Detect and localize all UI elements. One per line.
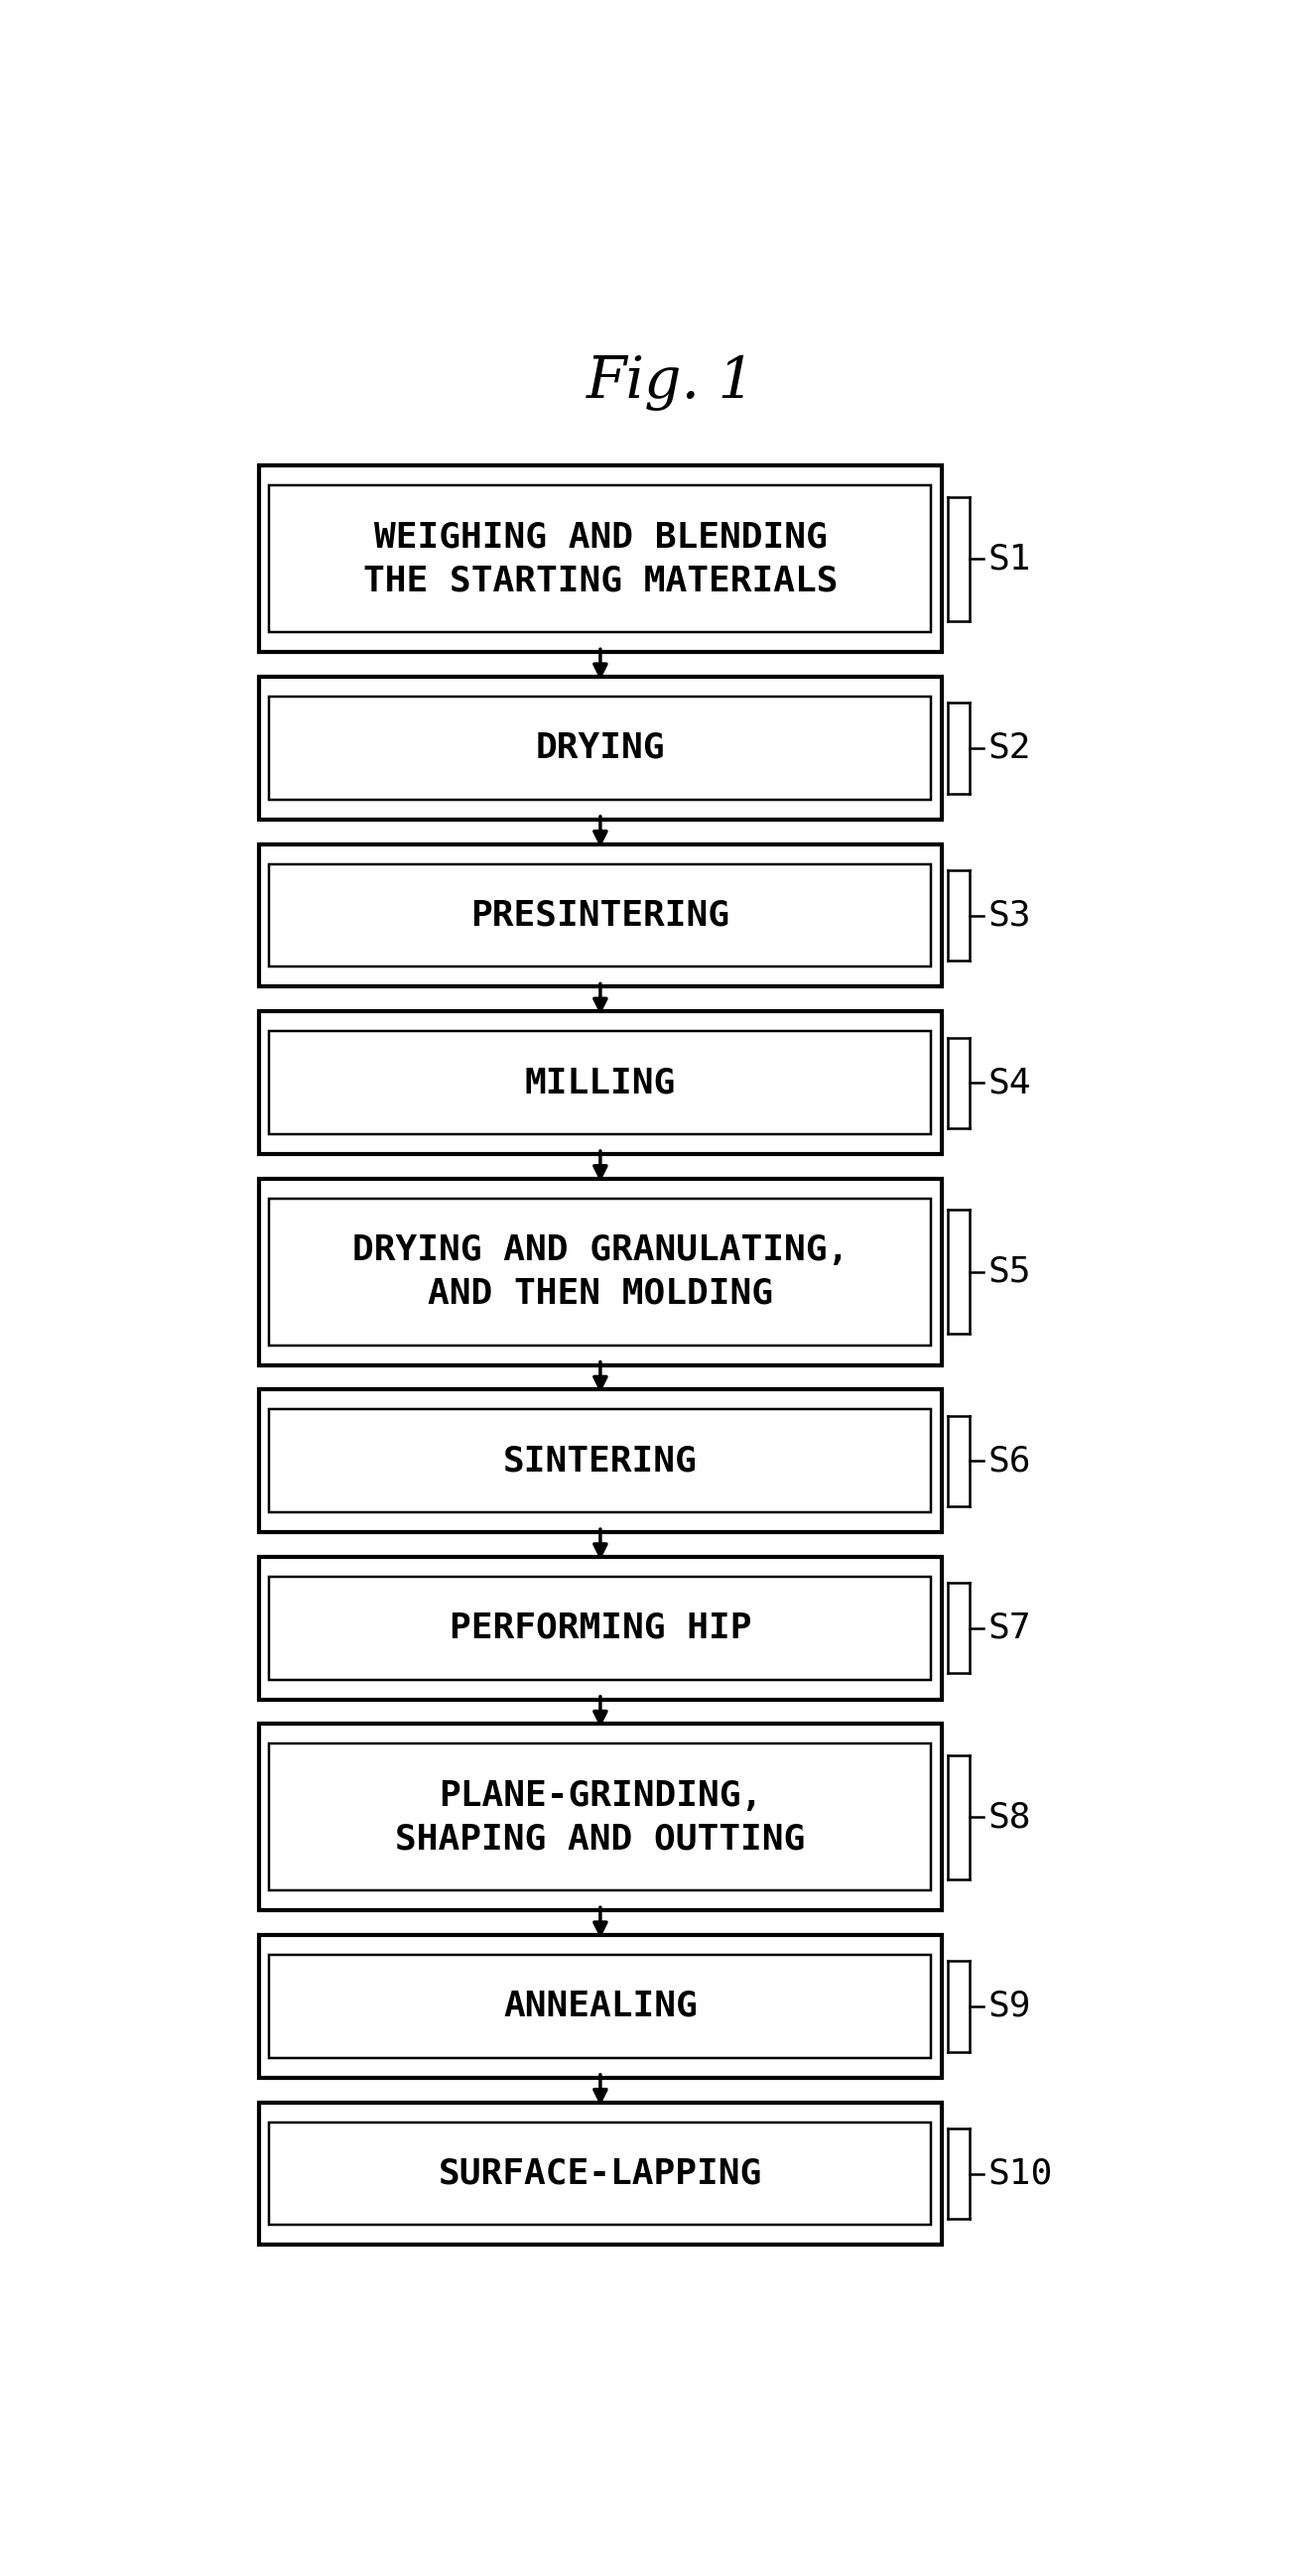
Bar <box>259 1935 942 2079</box>
Text: S2: S2 <box>988 732 1031 765</box>
Bar <box>259 466 942 652</box>
Text: PLANE-GRINDING,
SHAPING AND OUTTING: PLANE-GRINDING, SHAPING AND OUTTING <box>396 1780 806 1855</box>
Text: S10: S10 <box>988 2156 1053 2190</box>
Bar <box>270 1409 931 1512</box>
Bar <box>259 1388 942 1533</box>
Bar <box>259 2102 942 2246</box>
Bar <box>270 1744 931 1891</box>
Bar <box>270 863 931 966</box>
Bar <box>259 1180 942 1365</box>
Text: SINTERING: SINTERING <box>503 1445 697 1479</box>
Text: S7: S7 <box>988 1613 1031 1646</box>
Bar <box>270 487 931 634</box>
Text: SURFACE-LAPPING: SURFACE-LAPPING <box>439 2156 762 2190</box>
Bar <box>270 1198 931 1345</box>
Text: PRESINTERING: PRESINTERING <box>470 899 730 933</box>
Text: WEIGHING AND BLENDING
THE STARTING MATERIALS: WEIGHING AND BLENDING THE STARTING MATER… <box>363 520 838 598</box>
Text: S5: S5 <box>988 1255 1031 1288</box>
Bar <box>259 1723 942 1911</box>
Bar <box>270 2123 931 2226</box>
Text: Fig. 1: Fig. 1 <box>587 355 756 410</box>
Bar <box>270 1955 931 2058</box>
Text: S4: S4 <box>988 1066 1031 1100</box>
Text: S3: S3 <box>988 899 1031 933</box>
Bar <box>259 1556 942 1700</box>
Text: MILLING: MILLING <box>525 1066 676 1100</box>
Text: S8: S8 <box>988 1801 1031 1834</box>
Bar <box>259 677 942 819</box>
Bar <box>270 696 931 799</box>
Bar <box>259 845 942 987</box>
Text: PERFORMING HIP: PERFORMING HIP <box>449 1613 752 1646</box>
Text: S9: S9 <box>988 1989 1031 2022</box>
Text: DRYING AND GRANULATING,
AND THEN MOLDING: DRYING AND GRANULATING, AND THEN MOLDING <box>352 1234 849 1311</box>
Text: ANNEALING: ANNEALING <box>503 1989 697 2022</box>
Bar <box>259 1012 942 1154</box>
Bar <box>270 1030 931 1133</box>
Text: DRYING: DRYING <box>536 732 665 765</box>
Bar <box>270 1577 931 1680</box>
Text: S1: S1 <box>988 541 1031 577</box>
Text: S6: S6 <box>988 1445 1031 1479</box>
